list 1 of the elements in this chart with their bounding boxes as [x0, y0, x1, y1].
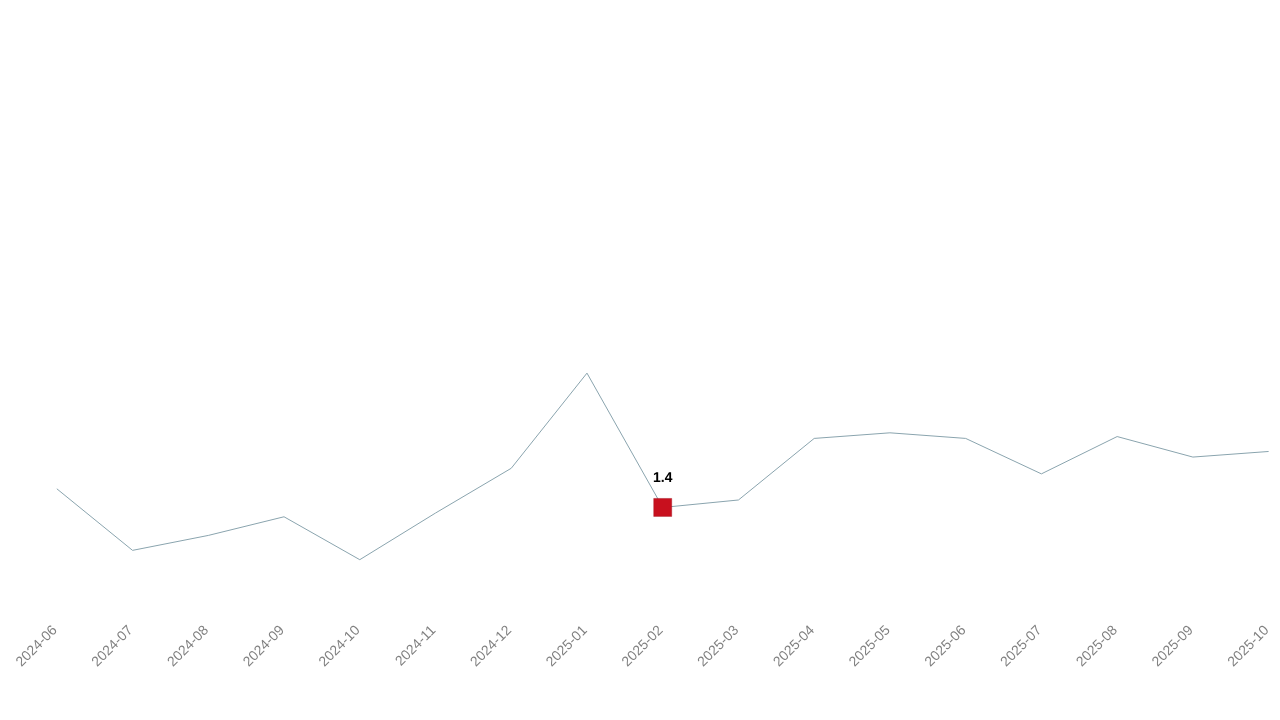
annotation: 1.4 — [653, 472, 673, 482]
